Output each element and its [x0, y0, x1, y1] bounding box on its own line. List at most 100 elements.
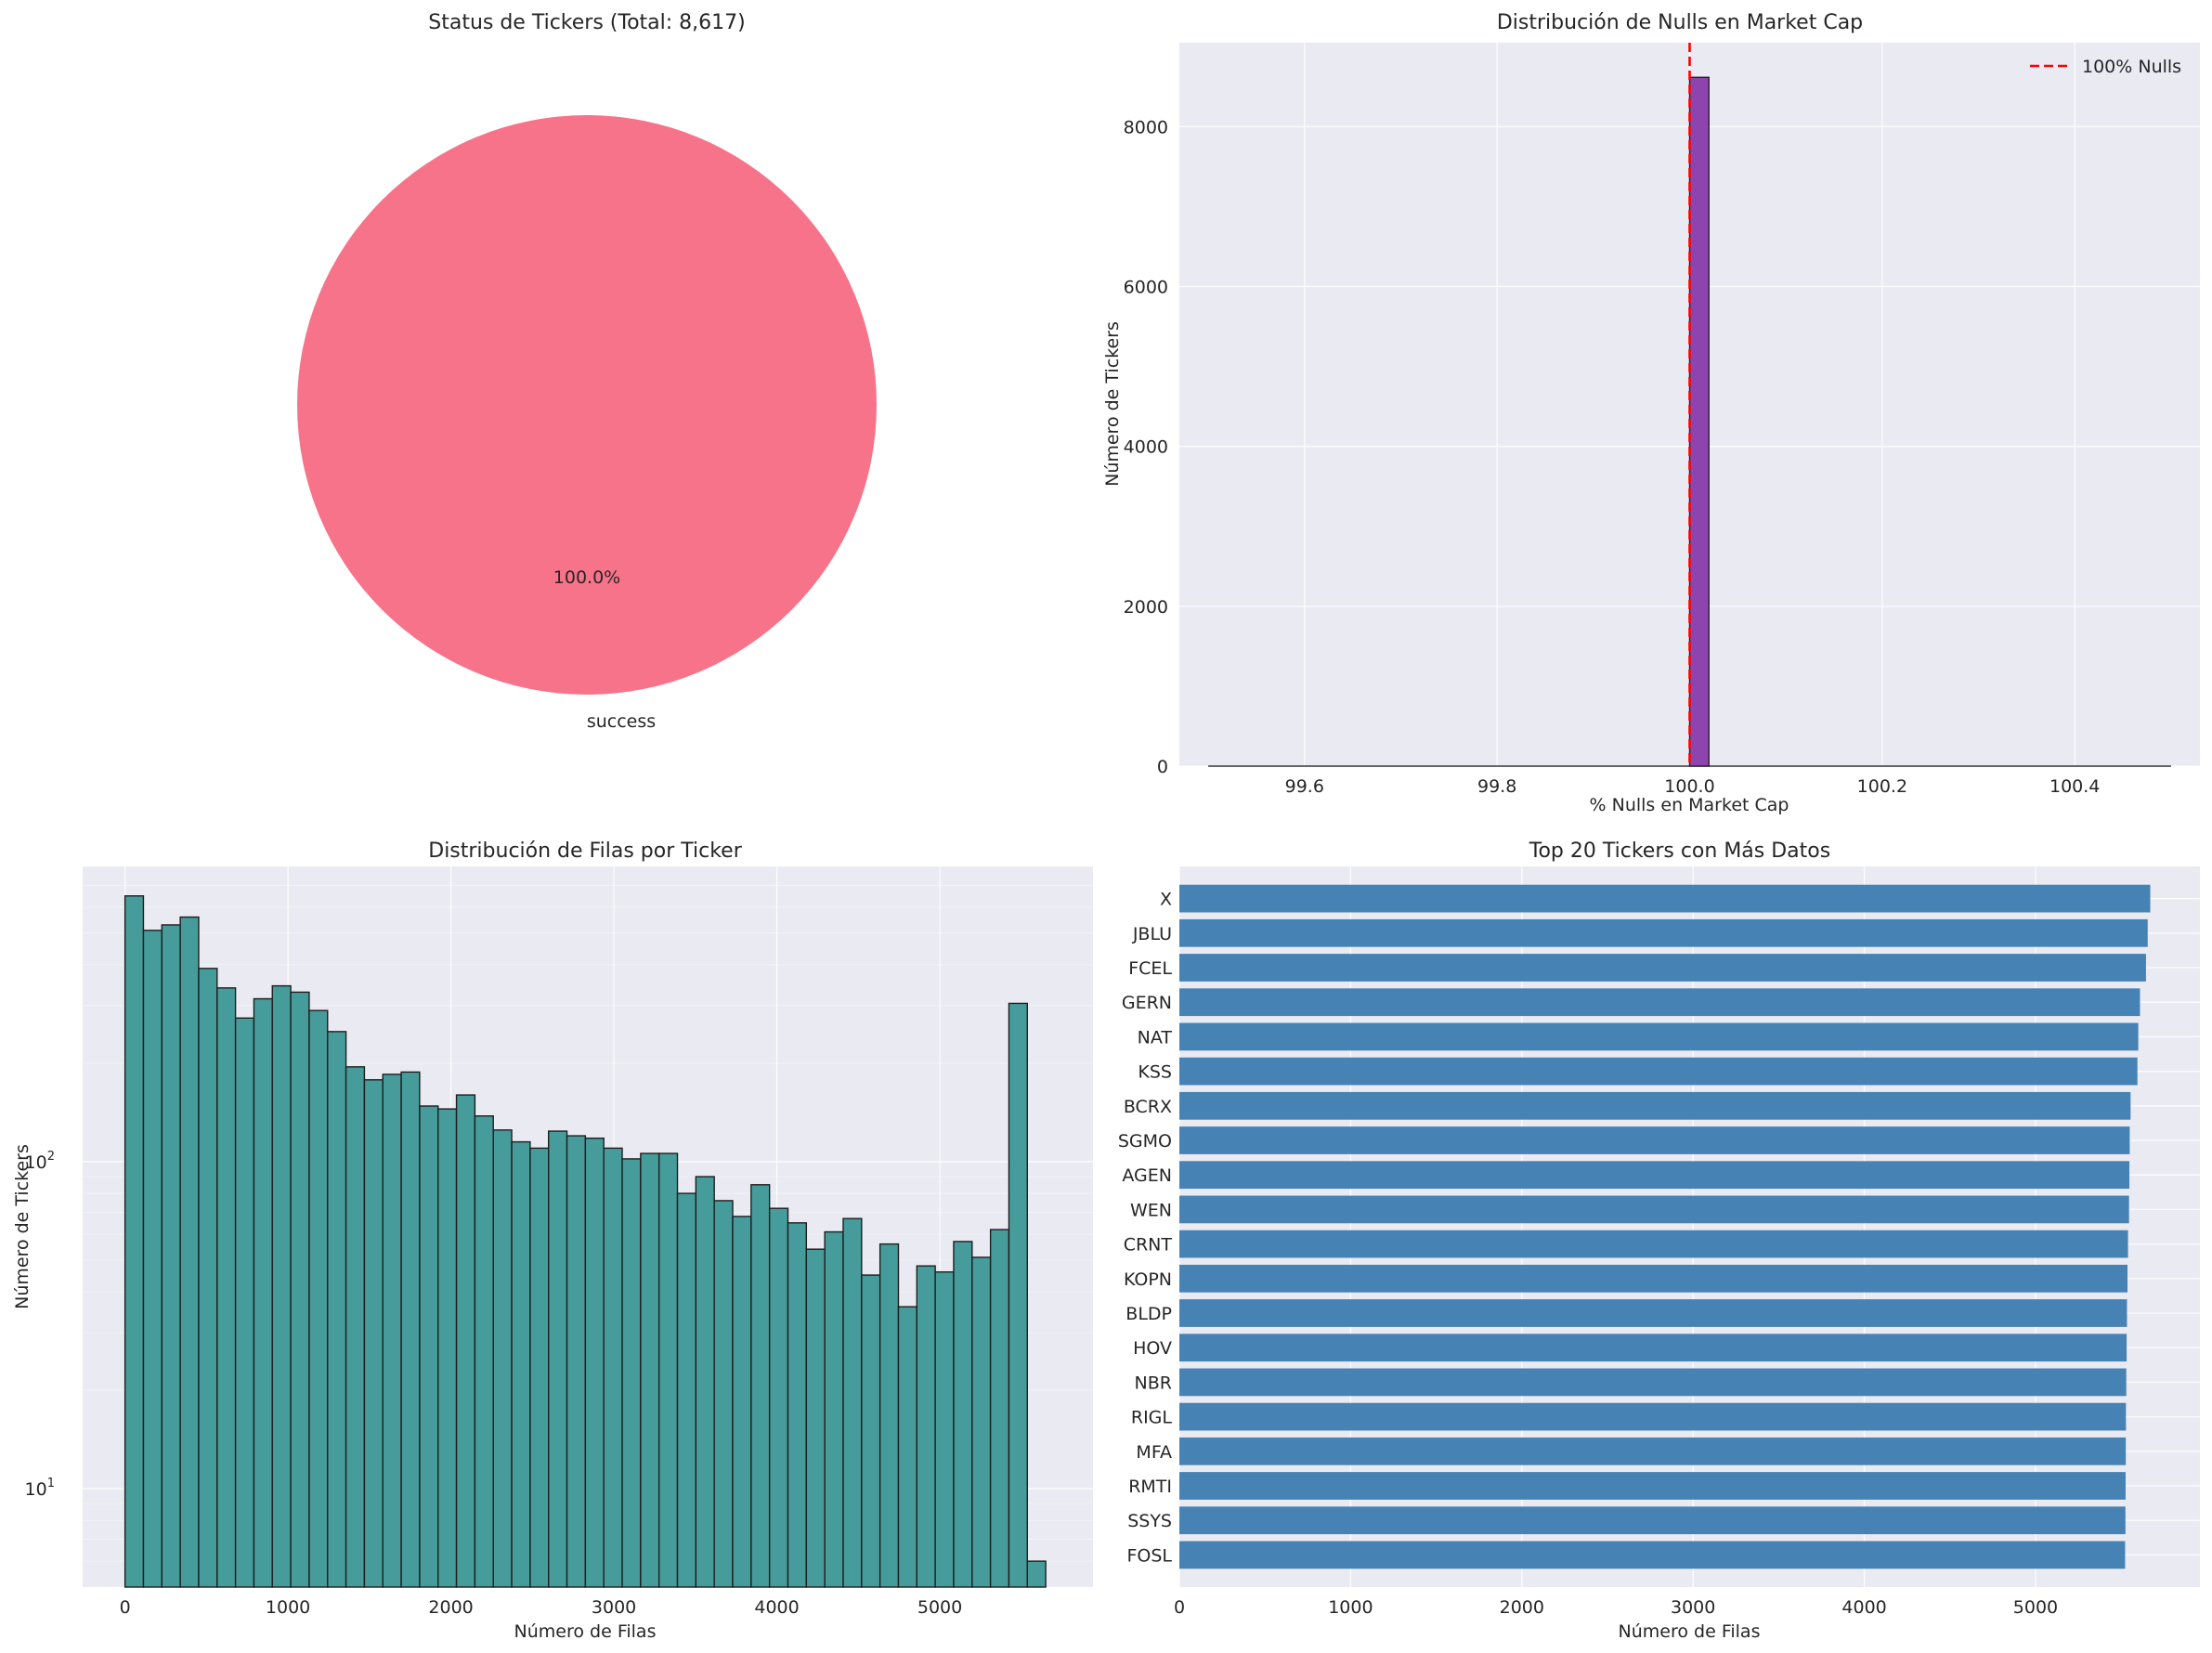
rows-bin-bar [142, 930, 163, 1588]
rows-bin-bar [805, 1248, 826, 1588]
y-tick-label: 0 [1157, 757, 1168, 777]
nulls-marks [1208, 43, 2171, 767]
top20-category-label: NBR [1135, 1373, 1172, 1393]
y-tick-label: 102 [25, 1150, 55, 1173]
top20-bar-rigl [1179, 1402, 2127, 1431]
y-tick-label: 2000 [1124, 597, 1168, 618]
x-tick-label: 0 [120, 1597, 131, 1618]
rows-bin-bar [878, 1243, 900, 1588]
pie-pct-label: 100.0% [553, 567, 620, 588]
y-tick-label: 101 [25, 1477, 55, 1500]
rows-bin-bar [842, 1217, 863, 1588]
x-tick-label: 3000 [1671, 1597, 1715, 1618]
top20-category-label: BLDP [1126, 1304, 1172, 1324]
pie-chart: Status de Tickers (Total: 8,617) 100.0% … [297, 11, 877, 732]
rows-bin-bar [345, 1066, 366, 1588]
top20-category-label: KSS [1138, 1062, 1172, 1083]
y-tick-label: 4000 [1124, 437, 1168, 458]
x-tick-label: 3000 [592, 1597, 636, 1618]
rows-bin-bar [216, 987, 237, 1588]
top20-title: Top 20 Tickers con Más Datos [1529, 840, 1830, 863]
top20-category-label: HOV [1133, 1338, 1172, 1359]
top20-category-label: KOPN [1124, 1269, 1172, 1290]
pie-title: Status de Tickers (Total: 8,617) [428, 11, 745, 34]
top20-category-label: RMTI [1128, 1477, 1172, 1497]
rows-bin-bar [382, 1074, 402, 1588]
rows-bin-bar [934, 1270, 955, 1588]
top20-bar-fcel [1179, 954, 2146, 982]
rows-bin-bar [400, 1071, 421, 1588]
top20-bar-nbr [1179, 1368, 2127, 1397]
top20-bar-hov [1179, 1334, 2127, 1362]
nulls-bin-bar [1688, 76, 1710, 767]
rows-bin-bar [308, 1009, 329, 1588]
nulls-x-label: % Nulls en Market Cap [1590, 795, 1789, 815]
rows-marks [124, 895, 1047, 1588]
x-tick-label: 100.2 [1857, 776, 1907, 797]
rows-bin-bar [603, 1147, 623, 1588]
rows-bin-bar [953, 1241, 973, 1588]
y-tick-label: 6000 [1124, 278, 1168, 298]
nulls-title: Distribución de Nulls en Market Cap [1497, 11, 1863, 34]
rows-bin-bar [548, 1130, 568, 1588]
top20-plot-area [1179, 866, 2200, 1587]
rows-bin-bar [161, 924, 181, 1588]
top20-bar-crnt [1179, 1230, 2128, 1258]
rows-bin-bar [824, 1230, 844, 1588]
top20-x-label: Número de Filas [1619, 1621, 1761, 1642]
top20-category-label: FCEL [1128, 958, 1172, 979]
rows-bin-bar [787, 1222, 808, 1588]
rows-bin-bar [676, 1192, 697, 1588]
rows-bin-bar [732, 1216, 752, 1588]
rows-bin-bar [750, 1184, 771, 1588]
rows-x-label: Número de Filas [514, 1621, 657, 1642]
nulls-y-label: Número de Tickers [1102, 321, 1123, 487]
top20-category-label: NAT [1138, 1027, 1173, 1048]
y-tick-label: 8000 [1124, 117, 1168, 137]
top20-category-label: FOSL [1126, 1545, 1172, 1566]
top20-marks [1179, 884, 2151, 1569]
rows-histogram: Distribución de Filas por Ticker 0 1000 20… [12, 840, 1093, 1642]
rows-y-label: Número de Tickers [12, 1144, 33, 1309]
rows-bin-bar [916, 1265, 936, 1588]
rows-bin-bar [363, 1079, 384, 1588]
nulls-histogram: Distribución de Nulls en Market Cap 99.6… [1102, 11, 2200, 815]
rows-bin-bar [657, 1152, 679, 1588]
x-tick-label: 4000 [754, 1597, 799, 1618]
x-tick-label: 2000 [1500, 1597, 1544, 1618]
top20-bar-chart: Top 20 Tickers con Más Datos 0 1000 2000 30… [1118, 840, 2200, 1642]
rows-bin-bar [1008, 1002, 1028, 1588]
top20-bar-wen [1179, 1195, 2129, 1224]
top20-bar-rmti [1179, 1472, 2126, 1500]
top20-bar-jblu [1179, 918, 2148, 947]
x-tick-label: 5000 [2013, 1597, 2058, 1618]
rows-bin-bar [198, 968, 218, 1588]
pie-category-label: success [587, 711, 656, 732]
top20-bar-kss [1179, 1057, 2138, 1086]
rows-bin-bar [437, 1108, 458, 1588]
top20-bar-x [1179, 884, 2151, 913]
rows-y-ticks: 101 102 [25, 1150, 55, 1500]
x-tick-label: 100.4 [2049, 776, 2100, 797]
top20-bar-bldp [1179, 1299, 2127, 1327]
rows-bin-bar [234, 1017, 255, 1588]
x-tick-label: 99.8 [1477, 776, 1516, 797]
rows-bin-bar [290, 991, 310, 1588]
top20-bar-ssys [1179, 1506, 2126, 1535]
rows-bin-bar [713, 1200, 734, 1588]
rows-bin-bar [621, 1158, 642, 1588]
rows-bin-bar [253, 997, 273, 1588]
top20-category-label: X [1160, 890, 1172, 910]
top20-category-label: SSYS [1127, 1511, 1172, 1531]
rows-bin-bar [897, 1306, 918, 1588]
pie-slice-success[interactable] [297, 115, 877, 695]
top20-bar-gern [1179, 988, 2140, 1017]
top20-bar-nat [1179, 1022, 2139, 1051]
rows-bin-bar [124, 895, 145, 1588]
x-tick-label: 1000 [266, 1597, 310, 1618]
x-tick-label: 1000 [1328, 1597, 1373, 1618]
nulls-x-ticks: 99.6 99.8 100.0 100.2 100.4 [1285, 776, 2101, 797]
nulls-legend: 100% Nulls [2030, 57, 2181, 77]
top20-category-label: AGEN [1122, 1165, 1172, 1186]
